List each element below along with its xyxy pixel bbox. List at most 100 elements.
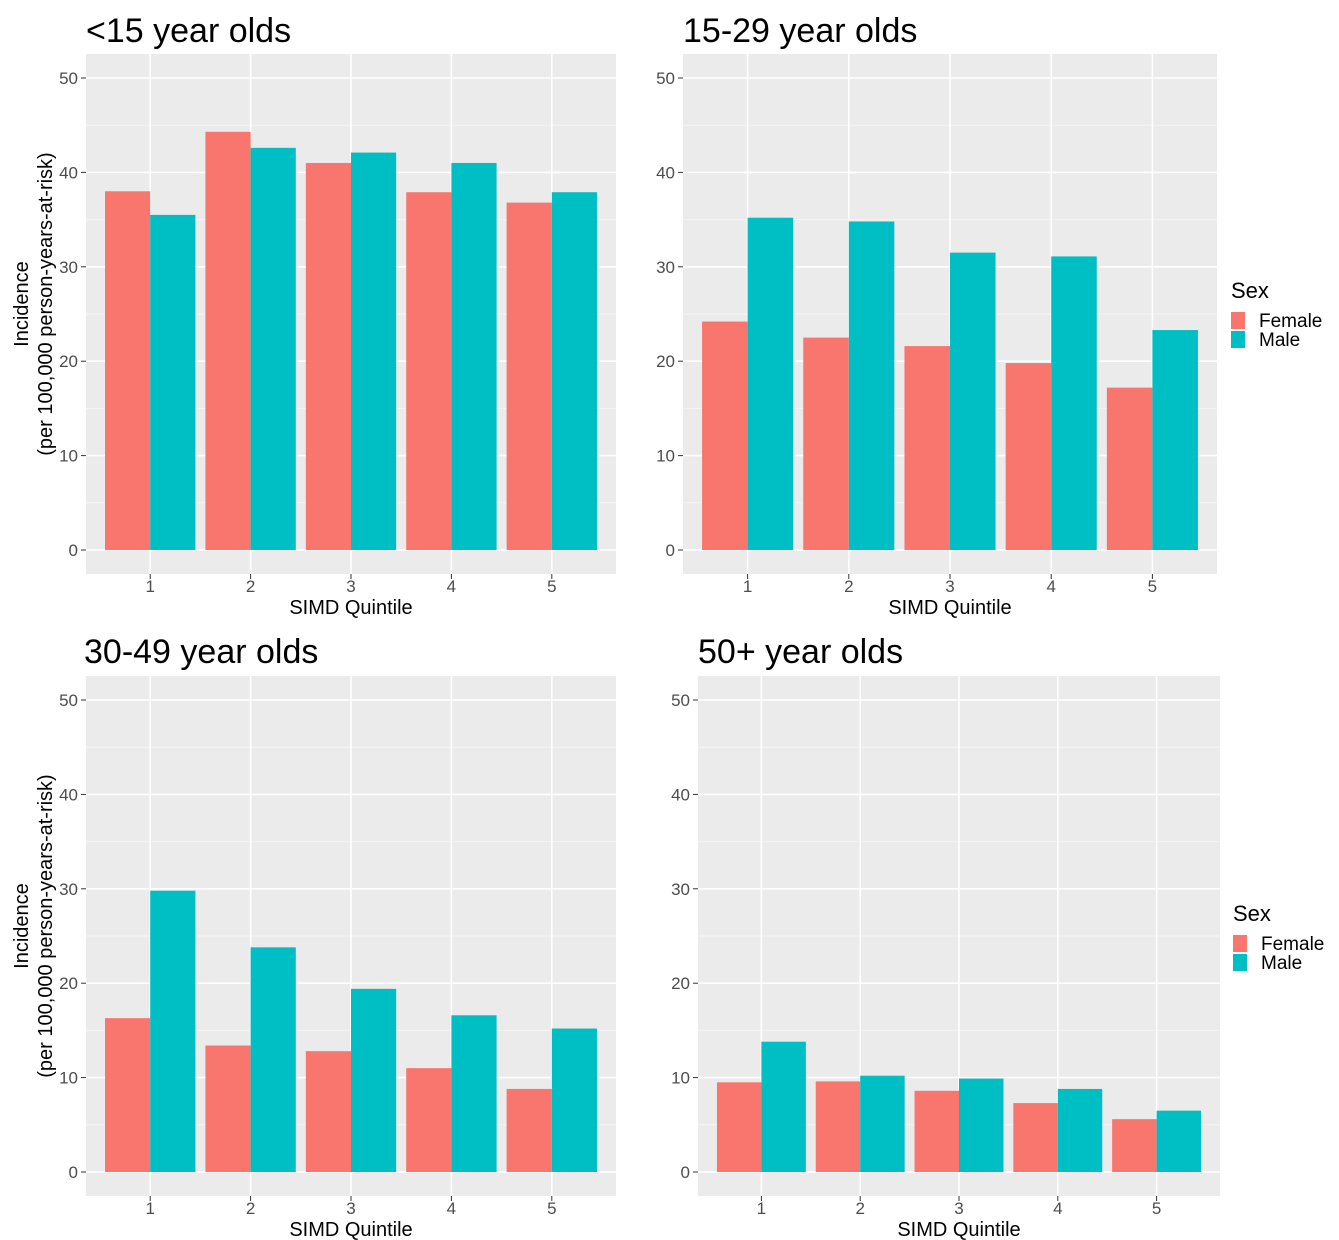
bar-female-4 xyxy=(406,192,452,550)
y-tick-label: 20 xyxy=(656,352,675,371)
y-tick-label: 10 xyxy=(59,447,78,466)
bar-female-4 xyxy=(406,1068,452,1172)
bar-male-2 xyxy=(250,147,296,550)
chart-panel-3: 0 10 20 30 40 50 1 2 3 4 5 30-49 year olds SIMD Quin… xyxy=(11,633,616,1240)
legend-key-male xyxy=(1233,954,1247,971)
bar-male-1 xyxy=(150,214,196,550)
bar-female-2 xyxy=(815,1081,861,1172)
legend-key-male xyxy=(1231,331,1245,348)
y-tick-label: 0 xyxy=(666,541,675,560)
x-tick-label: 3 xyxy=(945,577,954,596)
y-tick-label: 0 xyxy=(69,1163,78,1182)
x-tick-label: 3 xyxy=(346,577,355,596)
bar-male-5 xyxy=(1156,1110,1202,1172)
y-tick-label: 50 xyxy=(59,69,78,88)
y-tick-label: 0 xyxy=(69,541,78,560)
x-tick-label: 4 xyxy=(1053,1199,1062,1218)
y-tick-label: 0 xyxy=(681,1163,690,1182)
bar-male-2 xyxy=(848,221,895,550)
y-tick-label: 10 xyxy=(59,1069,78,1088)
y-tick-label: 50 xyxy=(59,691,78,710)
x-axis-title: SIMD Quintile xyxy=(289,597,412,619)
panel-title: <15 year olds xyxy=(86,12,291,50)
bar-female-3 xyxy=(914,1090,959,1172)
bar-female-3 xyxy=(305,162,351,550)
y-tick-label: 50 xyxy=(656,69,675,88)
legend-label-male: Male xyxy=(1261,953,1302,974)
bar-male-1 xyxy=(761,1041,806,1172)
legend-title: Sex xyxy=(1233,901,1271,926)
legend-label-male: Male xyxy=(1259,330,1300,351)
x-tick-label: 1 xyxy=(145,1199,154,1218)
bar-female-5 xyxy=(506,1088,552,1172)
y-tick-label: 30 xyxy=(671,880,690,899)
panel-title: 50+ year olds xyxy=(698,633,903,671)
legend-key-female xyxy=(1231,312,1245,329)
x-tick-label: 3 xyxy=(346,1199,355,1218)
x-tick-label: 5 xyxy=(1148,577,1157,596)
x-tick-label: 5 xyxy=(547,1199,556,1218)
y-axis-title-line: (per 100,000 person-years-at-risk) xyxy=(35,152,57,455)
x-tick-label: 1 xyxy=(743,577,752,596)
legend-label-female: Female xyxy=(1261,934,1324,955)
y-tick-label: 30 xyxy=(59,258,78,277)
x-tick-label: 1 xyxy=(757,1199,766,1218)
chart-panel-1: 0 10 20 30 40 50 1 2 3 4 5 <15 year olds SIMD Quinti… xyxy=(11,12,616,619)
x-tick-label: 2 xyxy=(246,577,255,596)
bar-female-2 xyxy=(803,337,849,550)
panel-title: 30-49 year olds xyxy=(84,633,318,671)
y-tick-label: 50 xyxy=(671,691,690,710)
bar-male-5 xyxy=(1152,330,1198,550)
x-tick-label: 3 xyxy=(954,1199,963,1218)
x-tick-label: 5 xyxy=(1152,1199,1161,1218)
y-tick-label: 30 xyxy=(656,258,675,277)
bar-female-1 xyxy=(702,321,748,550)
bar-male-1 xyxy=(150,890,196,1172)
bar-male-4 xyxy=(451,162,497,550)
bar-female-1 xyxy=(716,1082,762,1172)
bar-female-2 xyxy=(205,131,251,551)
x-axis-title: SIMD Quintile xyxy=(289,1219,412,1240)
bar-female-4 xyxy=(1013,1103,1058,1172)
legend-label-female: Female xyxy=(1259,311,1322,332)
bar-female-2 xyxy=(205,1045,251,1172)
bar-male-3 xyxy=(351,988,397,1172)
y-tick-label: 30 xyxy=(59,880,78,899)
y-axis-title-line: Incidence xyxy=(11,883,33,969)
bar-female-4 xyxy=(1005,363,1052,550)
bar-female-1 xyxy=(105,191,151,550)
bar-male-5 xyxy=(551,192,597,550)
y-tick-label: 10 xyxy=(671,1069,690,1088)
bar-male-2 xyxy=(250,947,296,1172)
chart-panel-4: 0 10 20 30 40 50 1 2 3 4 5 50+ year olds SIMD Quinti… xyxy=(671,633,1324,1240)
x-tick-label: 2 xyxy=(246,1199,255,1218)
y-axis-title-line: (per 100,000 person-years-at-risk) xyxy=(35,774,57,1077)
bar-male-4 xyxy=(451,1015,497,1172)
bar-female-3 xyxy=(904,346,950,550)
x-axis-title: SIMD Quintile xyxy=(897,1219,1020,1240)
y-tick-label: 20 xyxy=(59,352,78,371)
y-tick-label: 40 xyxy=(59,163,78,182)
x-axis-title: SIMD Quintile xyxy=(888,597,1011,619)
bar-male-3 xyxy=(351,152,397,551)
bar-male-2 xyxy=(860,1075,905,1172)
x-tick-label: 4 xyxy=(1046,577,1055,596)
bar-female-1 xyxy=(105,1018,151,1172)
x-tick-label: 1 xyxy=(145,577,154,596)
panel-title: 15-29 year olds xyxy=(683,12,917,50)
bar-male-4 xyxy=(1057,1088,1103,1172)
bar-male-5 xyxy=(551,1028,597,1172)
x-tick-label: 5 xyxy=(547,577,556,596)
x-tick-label: 2 xyxy=(844,577,853,596)
bar-female-5 xyxy=(1106,387,1153,550)
x-tick-label: 4 xyxy=(447,1199,456,1218)
legend-title: Sex xyxy=(1231,278,1269,303)
bar-male-3 xyxy=(950,252,996,550)
chart-panel-2: 0 10 20 30 40 50 1 2 3 4 5 15-29 year olds SIMD Quin… xyxy=(656,12,1322,619)
y-tick-label: 10 xyxy=(656,447,675,466)
y-tick-label: 40 xyxy=(671,785,690,804)
